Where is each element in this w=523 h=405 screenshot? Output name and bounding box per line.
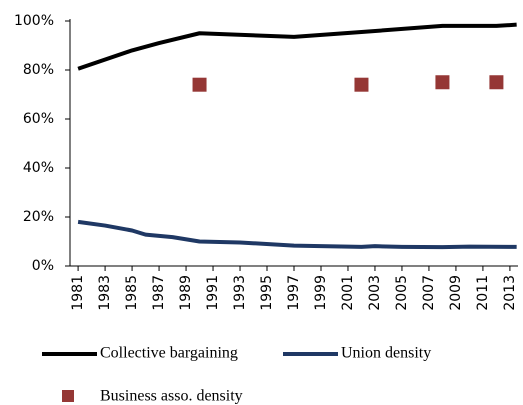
x-tick-label: 1999 <box>313 275 329 311</box>
x-tick-label: 1987 <box>151 275 167 311</box>
x-tick-label: 2005 <box>394 275 410 311</box>
x-tick-label: 1989 <box>178 275 194 311</box>
x-tick-label: 1981 <box>70 275 86 311</box>
legend-label: Union density <box>341 345 431 362</box>
legend-label: Business asso. density <box>100 388 243 405</box>
x-tick-label: 1993 <box>232 275 248 311</box>
y-tick-label: 0% <box>32 258 54 274</box>
marker <box>192 77 207 92</box>
x-tick-label: 1983 <box>97 275 113 311</box>
x-tick-label: 1985 <box>124 275 140 311</box>
legend-label: Collective bargaining <box>100 345 238 362</box>
y-tick-label: 100% <box>14 13 54 29</box>
x-tick-label: 1997 <box>286 275 302 311</box>
y-tick-label: 80% <box>23 62 54 78</box>
marker <box>489 75 504 90</box>
x-tick-label: 2003 <box>367 275 383 311</box>
legend-swatch <box>62 390 74 402</box>
x-tick-label: 2009 <box>448 275 464 311</box>
y-tick-label: 40% <box>23 160 54 176</box>
marker <box>435 75 450 90</box>
x-tick-label: 1995 <box>259 275 275 311</box>
x-tick-label: 2007 <box>421 275 437 311</box>
marker <box>354 77 369 92</box>
series-line <box>77 219 517 250</box>
y-tick-label: 20% <box>23 209 54 225</box>
x-tick-label: 2001 <box>340 275 356 311</box>
series-line <box>77 22 517 71</box>
x-tick-label: 2011 <box>475 275 491 311</box>
y-tick-label: 60% <box>23 111 54 127</box>
x-tick-label: 2013 <box>502 275 518 311</box>
x-tick-label: 1991 <box>205 275 221 311</box>
